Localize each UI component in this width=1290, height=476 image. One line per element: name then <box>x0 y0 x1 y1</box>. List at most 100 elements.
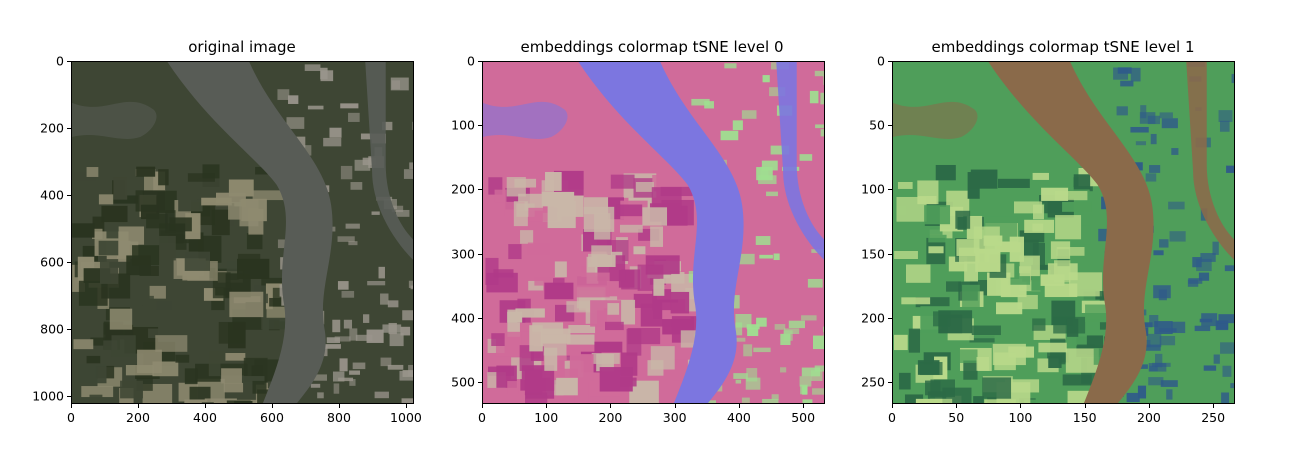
field-patch <box>1056 247 1085 256</box>
y-tick-mark <box>67 395 71 397</box>
field-patch <box>544 347 558 371</box>
y-tick-label: 0 <box>877 53 885 69</box>
urban-block <box>1192 257 1202 268</box>
field-patch <box>971 325 1001 336</box>
urban-block <box>823 75 824 85</box>
field-patch <box>184 368 198 385</box>
field-patch <box>132 245 160 266</box>
field-patch <box>629 380 659 403</box>
y-tick-mark <box>888 189 892 191</box>
urban-block <box>412 121 413 130</box>
field-patch <box>1055 215 1082 240</box>
field-patch <box>594 341 623 353</box>
field-patch <box>211 298 225 311</box>
y-tick-label: 600 <box>40 254 64 270</box>
field-patch <box>650 226 664 247</box>
field-patch <box>229 291 264 318</box>
field-patch <box>156 301 173 310</box>
urban-block <box>1231 73 1234 84</box>
urban-block <box>366 329 384 343</box>
y-tick-label: 500 <box>451 374 475 390</box>
field-patch <box>158 235 176 261</box>
field-patch <box>1041 187 1069 201</box>
field-patch <box>223 382 244 393</box>
field-patch <box>178 199 203 212</box>
urban-block <box>1160 380 1178 387</box>
x-tick-label: 400 <box>193 410 217 425</box>
urban-block <box>332 371 345 382</box>
field-patch <box>507 311 523 323</box>
y-tick-label: 100 <box>861 181 885 197</box>
panel-title-tsne-level-1: embeddings colormap tSNE level 1 <box>931 38 1195 56</box>
urban-block <box>733 295 740 309</box>
x-tick-label: 150 <box>1072 410 1097 425</box>
x-tick-mark <box>1148 404 1150 408</box>
urban-block <box>349 370 361 375</box>
y-tick-mark <box>478 253 482 255</box>
y-tick-label: 200 <box>40 120 64 136</box>
urban-block <box>411 373 413 377</box>
urban-block <box>350 182 363 190</box>
y-tick-mark <box>67 261 71 263</box>
urban-block <box>802 386 808 395</box>
field-patch <box>1032 318 1046 331</box>
field-patch <box>975 248 1001 272</box>
panel-title-tsne-level-0: embeddings colormap tSNE level 0 <box>520 38 784 56</box>
axes-original-image <box>71 61 414 404</box>
y-tick-label: 400 <box>40 187 64 203</box>
field-patch <box>1017 294 1038 310</box>
urban-block <box>799 376 812 387</box>
field-patch <box>933 311 951 327</box>
urban-block <box>1188 278 1203 284</box>
urban-block <box>348 112 360 122</box>
urban-block <box>323 344 341 349</box>
field-patch <box>930 379 955 398</box>
urban-block <box>345 223 360 229</box>
urban-block <box>329 127 342 138</box>
urban-block <box>337 236 355 242</box>
field-patch <box>515 308 545 318</box>
urban-block <box>802 399 813 403</box>
field-patch <box>997 178 1030 188</box>
field-patch <box>528 280 544 291</box>
urban-block <box>363 314 370 323</box>
field-patch <box>149 285 166 299</box>
river <box>988 62 1154 403</box>
field-patch <box>894 250 918 259</box>
urban-block <box>1146 333 1162 348</box>
side-channel <box>1186 62 1234 260</box>
field-patch <box>246 233 263 250</box>
urban-block <box>733 373 748 379</box>
field-patch <box>983 235 1003 246</box>
urban-block <box>1194 325 1211 332</box>
urban-block <box>799 154 813 161</box>
x-tick-mark <box>956 404 958 408</box>
y-tick-mark <box>478 61 482 62</box>
urban-block <box>1130 67 1141 82</box>
urban-block <box>1159 336 1176 346</box>
field-patch <box>120 380 143 399</box>
urban-block <box>732 120 743 131</box>
creek <box>483 101 568 139</box>
field-patch <box>930 398 953 403</box>
field-patch <box>586 256 599 284</box>
urban-block <box>1098 228 1110 242</box>
urban-block <box>1159 112 1173 119</box>
field-patch <box>184 399 208 403</box>
field-patch <box>994 352 1016 371</box>
urban-block <box>304 64 321 72</box>
field-patch <box>103 340 118 351</box>
urban-block <box>380 357 392 367</box>
field-patch <box>956 239 980 256</box>
x-tick-label: 0 <box>888 410 896 425</box>
urban-block <box>746 368 758 382</box>
field-patch <box>908 328 921 353</box>
image-content <box>483 62 824 403</box>
axes-tsne-level-1 <box>892 61 1235 404</box>
field-patch <box>1054 191 1088 201</box>
x-tick-mark <box>1084 404 1086 408</box>
urban-block <box>1222 365 1232 377</box>
urban-block <box>769 87 786 97</box>
urban-block <box>1149 365 1158 372</box>
urban-block <box>815 124 824 129</box>
